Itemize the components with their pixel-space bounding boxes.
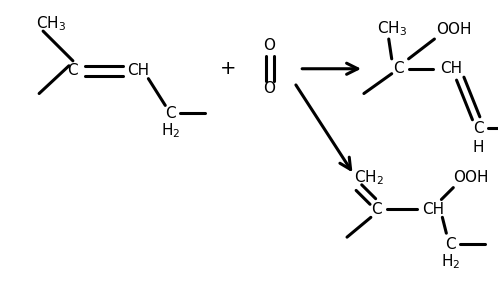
Text: O: O	[264, 38, 276, 53]
Text: C: C	[473, 121, 484, 136]
Text: +: +	[220, 59, 236, 78]
Text: O: O	[264, 81, 276, 96]
Text: OOH: OOH	[454, 170, 489, 185]
Text: CH: CH	[422, 202, 444, 217]
Text: CH: CH	[128, 63, 150, 78]
Text: C: C	[68, 63, 78, 78]
Text: CH: CH	[440, 61, 462, 76]
Text: CH$_3$: CH$_3$	[377, 20, 407, 38]
Text: C: C	[394, 61, 404, 76]
Text: H$_2$: H$_2$	[440, 253, 460, 271]
Text: CH$_2$: CH$_2$	[354, 168, 384, 187]
Text: OOH: OOH	[436, 22, 472, 37]
Text: C: C	[372, 202, 382, 217]
Text: C: C	[165, 106, 175, 121]
Text: H$_2$: H$_2$	[160, 121, 180, 140]
Text: CH$_3$: CH$_3$	[36, 14, 66, 32]
Text: C: C	[445, 237, 456, 252]
Text: H: H	[472, 140, 484, 155]
